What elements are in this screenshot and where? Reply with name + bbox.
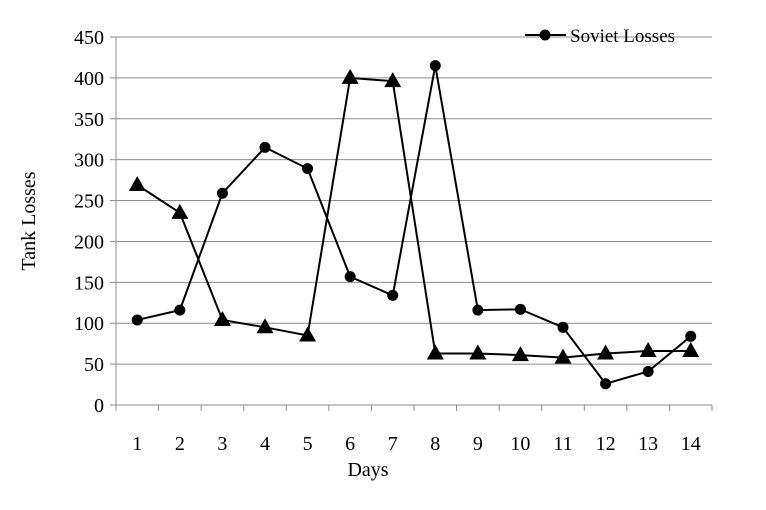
data-point-triangle bbox=[682, 342, 700, 358]
x-tick-label: 11 bbox=[553, 433, 572, 455]
data-point-triangle bbox=[597, 344, 615, 360]
data-point-circle bbox=[429, 60, 441, 72]
y-tick-label: 300 bbox=[74, 150, 104, 172]
y-axis-title: Tank Losses bbox=[18, 171, 40, 270]
x-tick-label: 3 bbox=[217, 433, 227, 455]
x-tick-label: 9 bbox=[473, 433, 483, 455]
series-group bbox=[128, 60, 700, 390]
legend: Soviet Losses bbox=[525, 26, 675, 47]
y-tick-label: 200 bbox=[74, 231, 104, 253]
x-tick-label: 4 bbox=[260, 433, 270, 455]
data-point-circle bbox=[514, 303, 526, 315]
x-tick-label: 5 bbox=[303, 433, 313, 455]
data-point-triangle bbox=[213, 310, 231, 326]
data-point-circle bbox=[387, 289, 399, 301]
x-tick-label: 1 bbox=[132, 433, 142, 455]
y-tick-label: 150 bbox=[74, 272, 104, 294]
data-point-triangle bbox=[341, 68, 359, 84]
x-tick-label: 7 bbox=[388, 433, 398, 455]
legend-circle-marker bbox=[539, 29, 551, 41]
y-tick-label: 100 bbox=[74, 313, 104, 335]
y-tick-labels: 0 50 100 150 200 250 300 350 400 450 bbox=[74, 27, 104, 417]
data-point-triangle bbox=[511, 346, 529, 362]
data-point-circle bbox=[557, 321, 569, 333]
data-point-triangle bbox=[128, 176, 146, 192]
data-point-circle bbox=[600, 378, 612, 390]
x-tick-label: 8 bbox=[430, 433, 440, 455]
x-tick-label: 12 bbox=[596, 433, 616, 455]
data-point-circle bbox=[302, 163, 314, 175]
x-tick-label: 13 bbox=[638, 433, 658, 455]
x-tick-label: 2 bbox=[175, 433, 185, 455]
data-point-circle bbox=[174, 304, 186, 316]
series-line bbox=[136, 76, 691, 359]
x-tick-labels: 1 2 3 4 5 6 7 8 9 10 11 12 13 14 bbox=[132, 433, 700, 455]
y-tick-label: 250 bbox=[74, 191, 104, 213]
x-tick-label: 10 bbox=[510, 433, 530, 455]
x-tick-label: 6 bbox=[345, 433, 355, 455]
data-point-circle bbox=[642, 365, 654, 377]
y-tick-label: 350 bbox=[74, 109, 104, 131]
data-point-circle bbox=[259, 141, 271, 153]
data-point-triangle bbox=[554, 348, 572, 364]
grid-lines bbox=[116, 36, 712, 365]
data-point-triangle bbox=[256, 318, 274, 334]
y-tick-label: 50 bbox=[84, 354, 104, 376]
series-1 bbox=[131, 60, 697, 390]
x-axis-title: Days bbox=[347, 459, 388, 481]
data-point-triangle bbox=[469, 344, 487, 360]
data-point-circle bbox=[344, 271, 356, 283]
legend-label: Soviet Losses bbox=[570, 26, 675, 47]
data-point-triangle bbox=[299, 326, 317, 342]
x-tick-label: 14 bbox=[681, 433, 701, 455]
data-point-circle bbox=[216, 187, 228, 199]
data-point-circle bbox=[131, 314, 143, 326]
data-point-circle bbox=[685, 330, 697, 342]
data-point-circle bbox=[472, 304, 484, 316]
y-tick-label: 450 bbox=[74, 27, 104, 49]
series-2 bbox=[128, 68, 700, 364]
y-tick-label: 400 bbox=[74, 68, 104, 90]
data-point-triangle bbox=[384, 72, 402, 88]
y-tick-label: 0 bbox=[94, 395, 104, 417]
series-line bbox=[137, 65, 692, 385]
data-point-triangle bbox=[426, 344, 444, 360]
data-point-triangle bbox=[171, 203, 189, 219]
data-point-triangle bbox=[639, 342, 657, 358]
axes bbox=[110, 36, 713, 411]
